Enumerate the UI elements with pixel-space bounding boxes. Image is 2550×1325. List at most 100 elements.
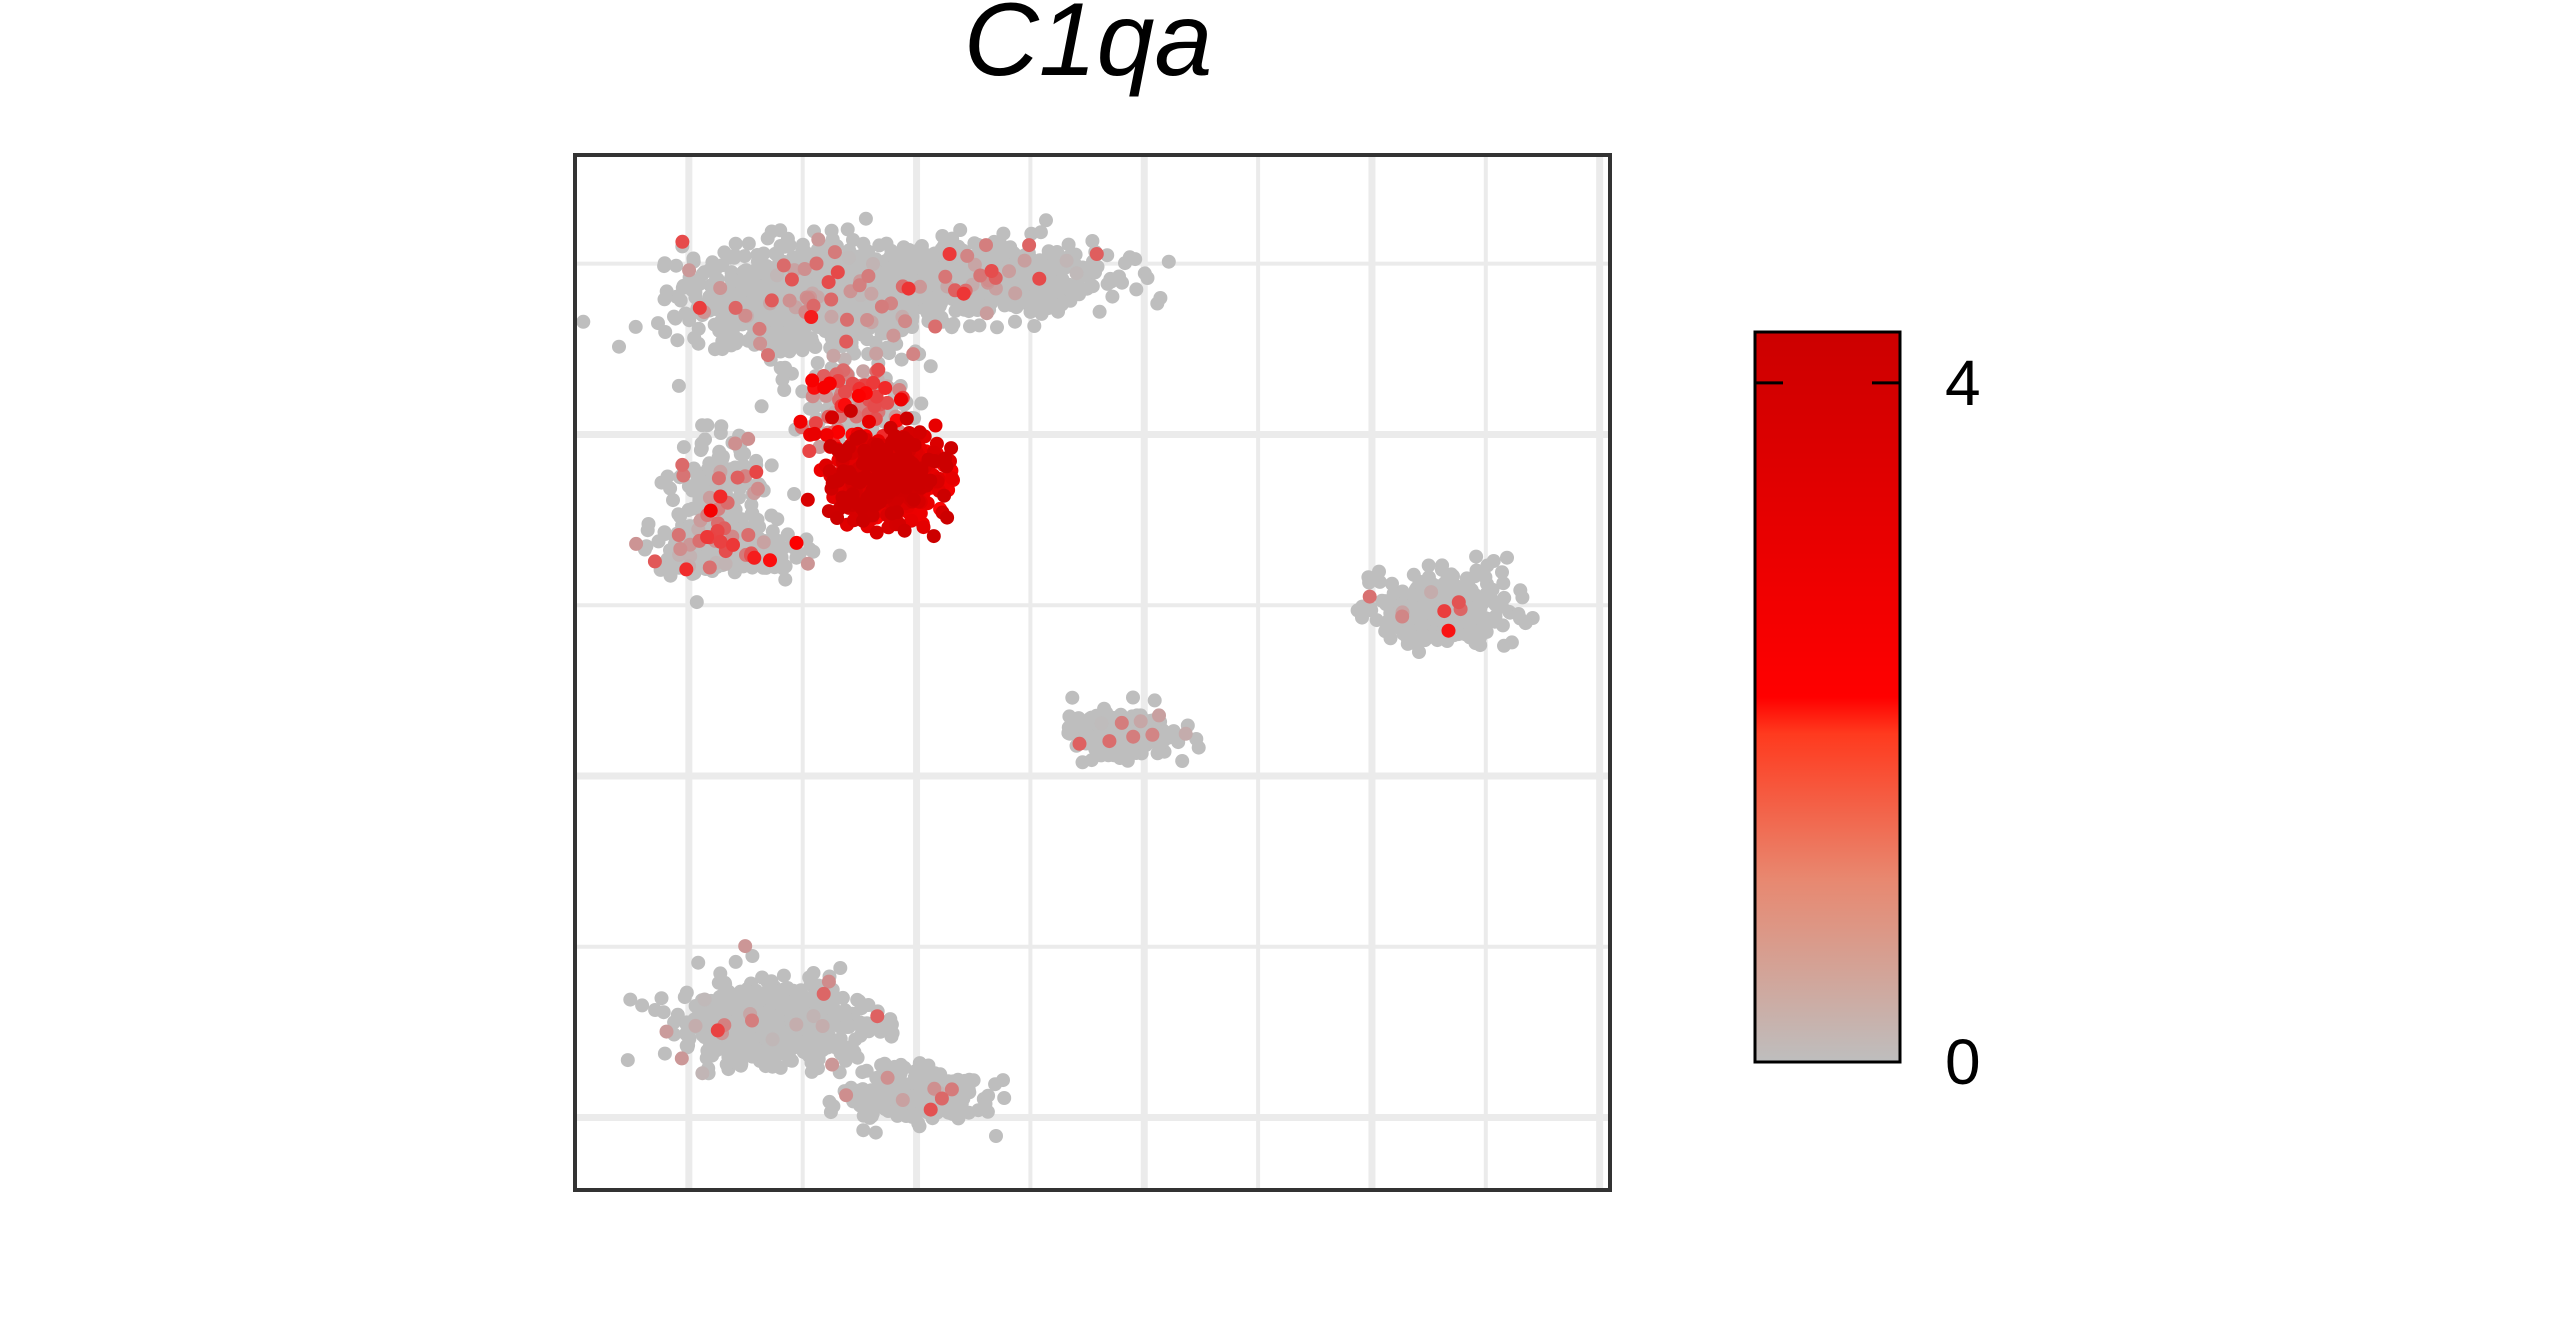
cell-point xyxy=(961,304,976,319)
cell-point xyxy=(1500,550,1514,565)
cell-point xyxy=(921,1058,936,1073)
cell-point xyxy=(1068,715,1082,730)
cell-point xyxy=(689,595,704,610)
cell-point xyxy=(760,231,775,246)
cell-point xyxy=(950,258,965,273)
cell-point xyxy=(898,314,913,329)
cell-point xyxy=(850,497,865,512)
cell-point xyxy=(1103,271,1118,286)
cell-point xyxy=(990,320,1004,335)
cell-point xyxy=(782,293,797,308)
cell-point xyxy=(675,234,690,249)
cell-point xyxy=(811,1052,826,1067)
cell-point xyxy=(784,272,799,287)
cell-point xyxy=(797,262,812,276)
cell-point xyxy=(1424,585,1439,600)
cell-point xyxy=(1419,573,1434,588)
cell-point xyxy=(745,949,760,963)
cell-point xyxy=(874,299,889,314)
colorbar: 04 xyxy=(1753,330,1981,1098)
cell-point xyxy=(857,443,872,458)
cell-point xyxy=(741,528,756,542)
cell-point xyxy=(1395,609,1410,624)
cell-point xyxy=(934,1091,949,1106)
cell-point xyxy=(1444,585,1459,600)
cell-point xyxy=(1504,635,1519,650)
cell-point xyxy=(885,456,900,471)
cell-point xyxy=(1496,576,1511,591)
cell-point xyxy=(806,1009,821,1024)
cell-point xyxy=(695,267,710,282)
colorbar-tick-label: 4 xyxy=(1945,347,1981,419)
cell-point xyxy=(901,434,916,449)
cell-point xyxy=(956,1091,971,1106)
cell-point xyxy=(724,271,739,286)
cell-point xyxy=(658,527,672,541)
cell-point xyxy=(1043,266,1058,281)
cell-point xyxy=(856,364,871,379)
cell-point xyxy=(640,523,655,538)
cell-point xyxy=(890,1108,905,1123)
cell-point xyxy=(1478,570,1493,585)
cell-point xyxy=(972,318,987,333)
cell-point xyxy=(997,298,1012,313)
cell-point xyxy=(890,505,904,520)
cell-point xyxy=(894,392,908,407)
cell-point xyxy=(1022,238,1037,253)
cell-point xyxy=(676,440,691,455)
cell-point xyxy=(1027,319,1042,333)
cell-point xyxy=(1017,253,1032,268)
cell-point xyxy=(882,346,896,361)
cell-point xyxy=(945,1106,960,1121)
cell-point xyxy=(756,535,771,550)
cell-point xyxy=(675,280,690,295)
cell-point xyxy=(1024,292,1039,307)
cell-point xyxy=(906,492,921,507)
cell-point xyxy=(700,530,715,544)
cell-point xyxy=(773,329,787,343)
cell-point xyxy=(670,333,685,348)
cell-point xyxy=(688,1018,703,1033)
cell-point xyxy=(659,284,674,299)
cell-point xyxy=(981,250,996,265)
cell-point xyxy=(770,268,784,283)
cell-point xyxy=(869,525,884,540)
cell-point xyxy=(901,281,916,296)
cell-point xyxy=(939,459,954,474)
cell-point xyxy=(1161,254,1176,269)
cell-point xyxy=(716,311,731,326)
cell-point xyxy=(666,493,680,508)
cell-point xyxy=(880,1070,895,1085)
cell-point xyxy=(775,372,790,387)
cell-point xyxy=(1120,750,1135,765)
cell-point xyxy=(872,495,887,509)
cell-point xyxy=(1189,732,1204,746)
cell-point xyxy=(761,348,775,363)
cell-point xyxy=(880,395,895,410)
cell-point xyxy=(944,1082,959,1097)
cell-point xyxy=(692,300,707,315)
cell-point xyxy=(1008,286,1023,301)
cell-point xyxy=(809,256,824,271)
cell-point xyxy=(691,469,706,483)
cell-point xyxy=(921,452,936,467)
cell-point xyxy=(1063,293,1078,308)
cell-point xyxy=(754,1020,769,1035)
cell-point xyxy=(703,503,718,518)
cell-point xyxy=(810,356,825,370)
cell-point xyxy=(826,348,841,363)
cell-point xyxy=(906,347,921,362)
cell-point xyxy=(657,1046,672,1061)
cell-point xyxy=(825,1057,840,1072)
cell-point xyxy=(734,1057,749,1072)
cell-point xyxy=(673,509,687,524)
cell-point xyxy=(787,487,802,501)
cell-point xyxy=(651,316,665,331)
cell-point xyxy=(864,286,879,301)
cell-point xyxy=(714,988,729,1003)
cell-point xyxy=(1041,299,1056,314)
cell-point xyxy=(695,1066,710,1081)
cell-point xyxy=(904,513,919,528)
cell-point xyxy=(1469,549,1484,564)
